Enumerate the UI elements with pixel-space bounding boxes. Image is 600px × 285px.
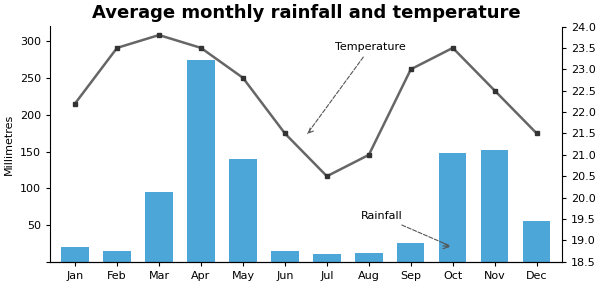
Bar bbox=[187, 60, 215, 262]
Bar bbox=[481, 150, 508, 262]
Bar bbox=[229, 159, 257, 262]
Bar bbox=[61, 247, 89, 262]
Bar bbox=[103, 251, 131, 262]
Bar bbox=[523, 221, 550, 262]
Text: Temperature: Temperature bbox=[308, 42, 406, 133]
Bar bbox=[145, 192, 173, 262]
Text: Rainfall: Rainfall bbox=[361, 211, 450, 246]
Y-axis label: Millimetres: Millimetres bbox=[4, 113, 14, 175]
Bar bbox=[355, 253, 383, 262]
Bar bbox=[397, 243, 424, 262]
Bar bbox=[271, 251, 299, 262]
Bar bbox=[313, 255, 341, 262]
Bar bbox=[439, 153, 466, 262]
Title: Average monthly rainfall and temperature: Average monthly rainfall and temperature bbox=[92, 4, 520, 22]
